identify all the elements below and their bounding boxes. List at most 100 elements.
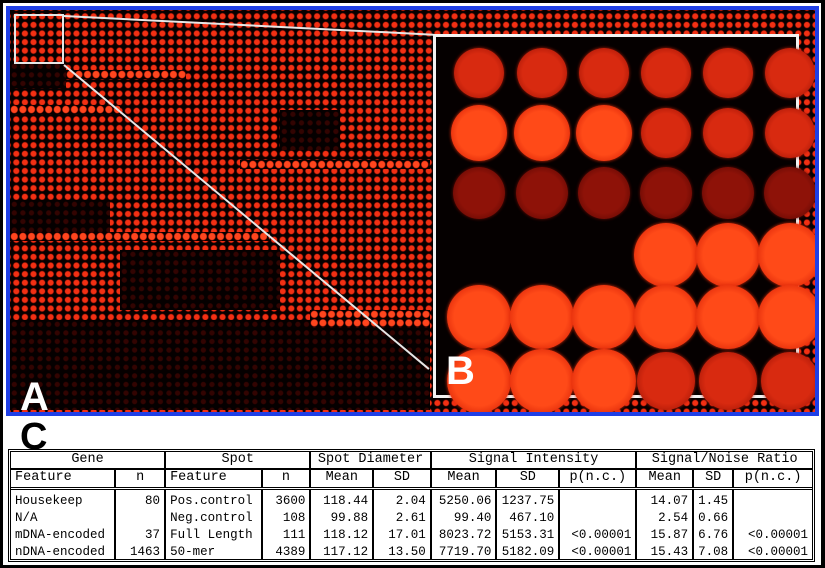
table-row: nDNA-encoded 1463 50-mer 4389 117.12 13.50 771…: [11, 543, 812, 560]
table-cell: Full Length: [164, 526, 262, 543]
table-cell: 80: [114, 488, 166, 509]
table-cell: N/A: [15, 510, 38, 525]
table-cell: 1237.75: [495, 488, 560, 509]
table-row: Housekeep 80 Pos.control 3600 118.44 2.04 5250…: [11, 488, 812, 509]
table-cell: <0.00001: [558, 526, 637, 543]
table-cell: Pos.control: [164, 488, 262, 509]
array-region-bright: [66, 70, 186, 79]
table-cell: 1.45: [692, 488, 734, 509]
inset-spot-dim: [702, 167, 754, 219]
table-cell: 13.50: [372, 543, 431, 560]
inset-spot-dim: [640, 167, 692, 219]
array-region-dim: [10, 62, 66, 88]
inset-spot-medium: [641, 108, 691, 158]
inset-spot-dim: [516, 167, 568, 219]
group-header: Signal Intensity: [429, 452, 637, 470]
table-cell: 467.10: [495, 509, 560, 526]
inset-spot-bright: [696, 285, 760, 349]
column-header: Mean: [309, 469, 374, 490]
table-cell: [558, 509, 637, 526]
column-header: Mean: [429, 469, 497, 490]
inset-spot-dim: [578, 167, 630, 219]
inset-spot-medium: [703, 48, 753, 98]
inset-spot-bright: [510, 349, 574, 412]
table-row: mDNA-encoded 37 Full Length 111 118.12 17.01 8…: [11, 526, 812, 543]
inset-spot-bright: [634, 223, 698, 287]
column-header: SD: [692, 469, 734, 490]
inset-spot-bright: [451, 105, 507, 161]
inset-spot-bright: [696, 223, 760, 287]
group-header: Signal/Noise Ratio: [635, 452, 812, 470]
inset-spot-bright: [572, 349, 636, 412]
table-cell: 6.76: [692, 526, 734, 543]
table-cell: 2.04: [372, 488, 431, 509]
table-cell: 1463: [114, 543, 166, 560]
panel-c-results-table: Gene Spot Spot Diameter Signal Intensity Sig…: [8, 449, 815, 562]
table-column-header-row: Feature n Feature n Mean SD Mean SD p(n.c.) Mean S…: [11, 469, 812, 490]
column-header: n: [114, 469, 166, 490]
inset-spot-medium: [761, 352, 815, 410]
column-header: SD: [372, 469, 431, 490]
table-cell: mDNA-encoded: [15, 527, 106, 542]
table-cell: Neg.control: [164, 509, 262, 526]
inset-spot-bright: [510, 285, 574, 349]
table-cell: Housekeep: [15, 494, 83, 509]
inset-spot-bright: [447, 285, 511, 349]
table-cell: 111: [260, 526, 311, 543]
table-body: Housekeep 80 Pos.control 3600 118.44 2.04 5250…: [11, 488, 812, 560]
panel-b-magnified-inset: B: [433, 34, 815, 412]
array-region-bright: [10, 105, 120, 114]
table-cell: [114, 509, 166, 526]
inset-spot-medium: [765, 108, 815, 158]
inset-spot-dim: [453, 167, 505, 219]
table-cell: 2.61: [372, 509, 431, 526]
array-region-bright: [240, 160, 430, 169]
zoom-region-outline: [14, 14, 64, 64]
column-header: Feature: [11, 469, 116, 490]
inset-spot-medium: [765, 48, 815, 98]
inset-spot-bright: [572, 285, 636, 349]
table-cell: 15.87: [635, 526, 694, 543]
inset-spot-bright: [634, 285, 698, 349]
inset-spot-bright: [758, 285, 815, 349]
column-header: p(n.c.): [558, 469, 637, 490]
table-cell: 99.88: [309, 509, 374, 526]
table-cell: [732, 509, 812, 526]
table-cell: 108: [260, 509, 311, 526]
array-region-bright: [10, 232, 270, 241]
table-cell: <0.00001: [732, 543, 812, 560]
statistics-table: Gene Spot Spot Diameter Signal Intensity Sig…: [11, 452, 812, 560]
table-cell: 17.01: [372, 526, 431, 543]
table-cell: 99.40: [429, 509, 497, 526]
table-cell: 3600: [260, 488, 311, 509]
table-cell: [732, 488, 812, 509]
table-cell: 50-mer: [164, 543, 262, 560]
column-header: p(n.c.): [732, 469, 812, 490]
table-cell: <0.00001: [732, 526, 812, 543]
inset-spot-medium: [517, 48, 567, 98]
table-cell: 14.07: [635, 488, 694, 509]
table-cell: 5182.09: [495, 543, 560, 560]
table-cell: nDNA-encoded: [15, 544, 106, 559]
panel-a-microarray-scan: B A: [6, 6, 819, 416]
table-cell: 118.44: [309, 488, 374, 509]
table-cell: 15.43: [635, 543, 694, 560]
column-header: SD: [495, 469, 560, 490]
table-cell: [558, 488, 637, 509]
array-region-dim: [280, 110, 340, 150]
inset-spot-medium: [637, 352, 695, 410]
table-cell: 4389: [260, 543, 311, 560]
table-cell: 2.54: [635, 509, 694, 526]
array-region-dim: [120, 250, 280, 310]
table-cell: 118.12: [309, 526, 374, 543]
column-header: Mean: [635, 469, 694, 490]
inset-spot-bright: [758, 223, 815, 287]
table-cell: 37: [114, 526, 166, 543]
inset-spot-bright: [447, 349, 511, 412]
inset-spot-medium: [579, 48, 629, 98]
inset-spot-medium: [703, 108, 753, 158]
inset-spot-bright: [514, 105, 570, 161]
inset-spot-medium: [641, 48, 691, 98]
panel-label-a: A: [20, 375, 49, 416]
